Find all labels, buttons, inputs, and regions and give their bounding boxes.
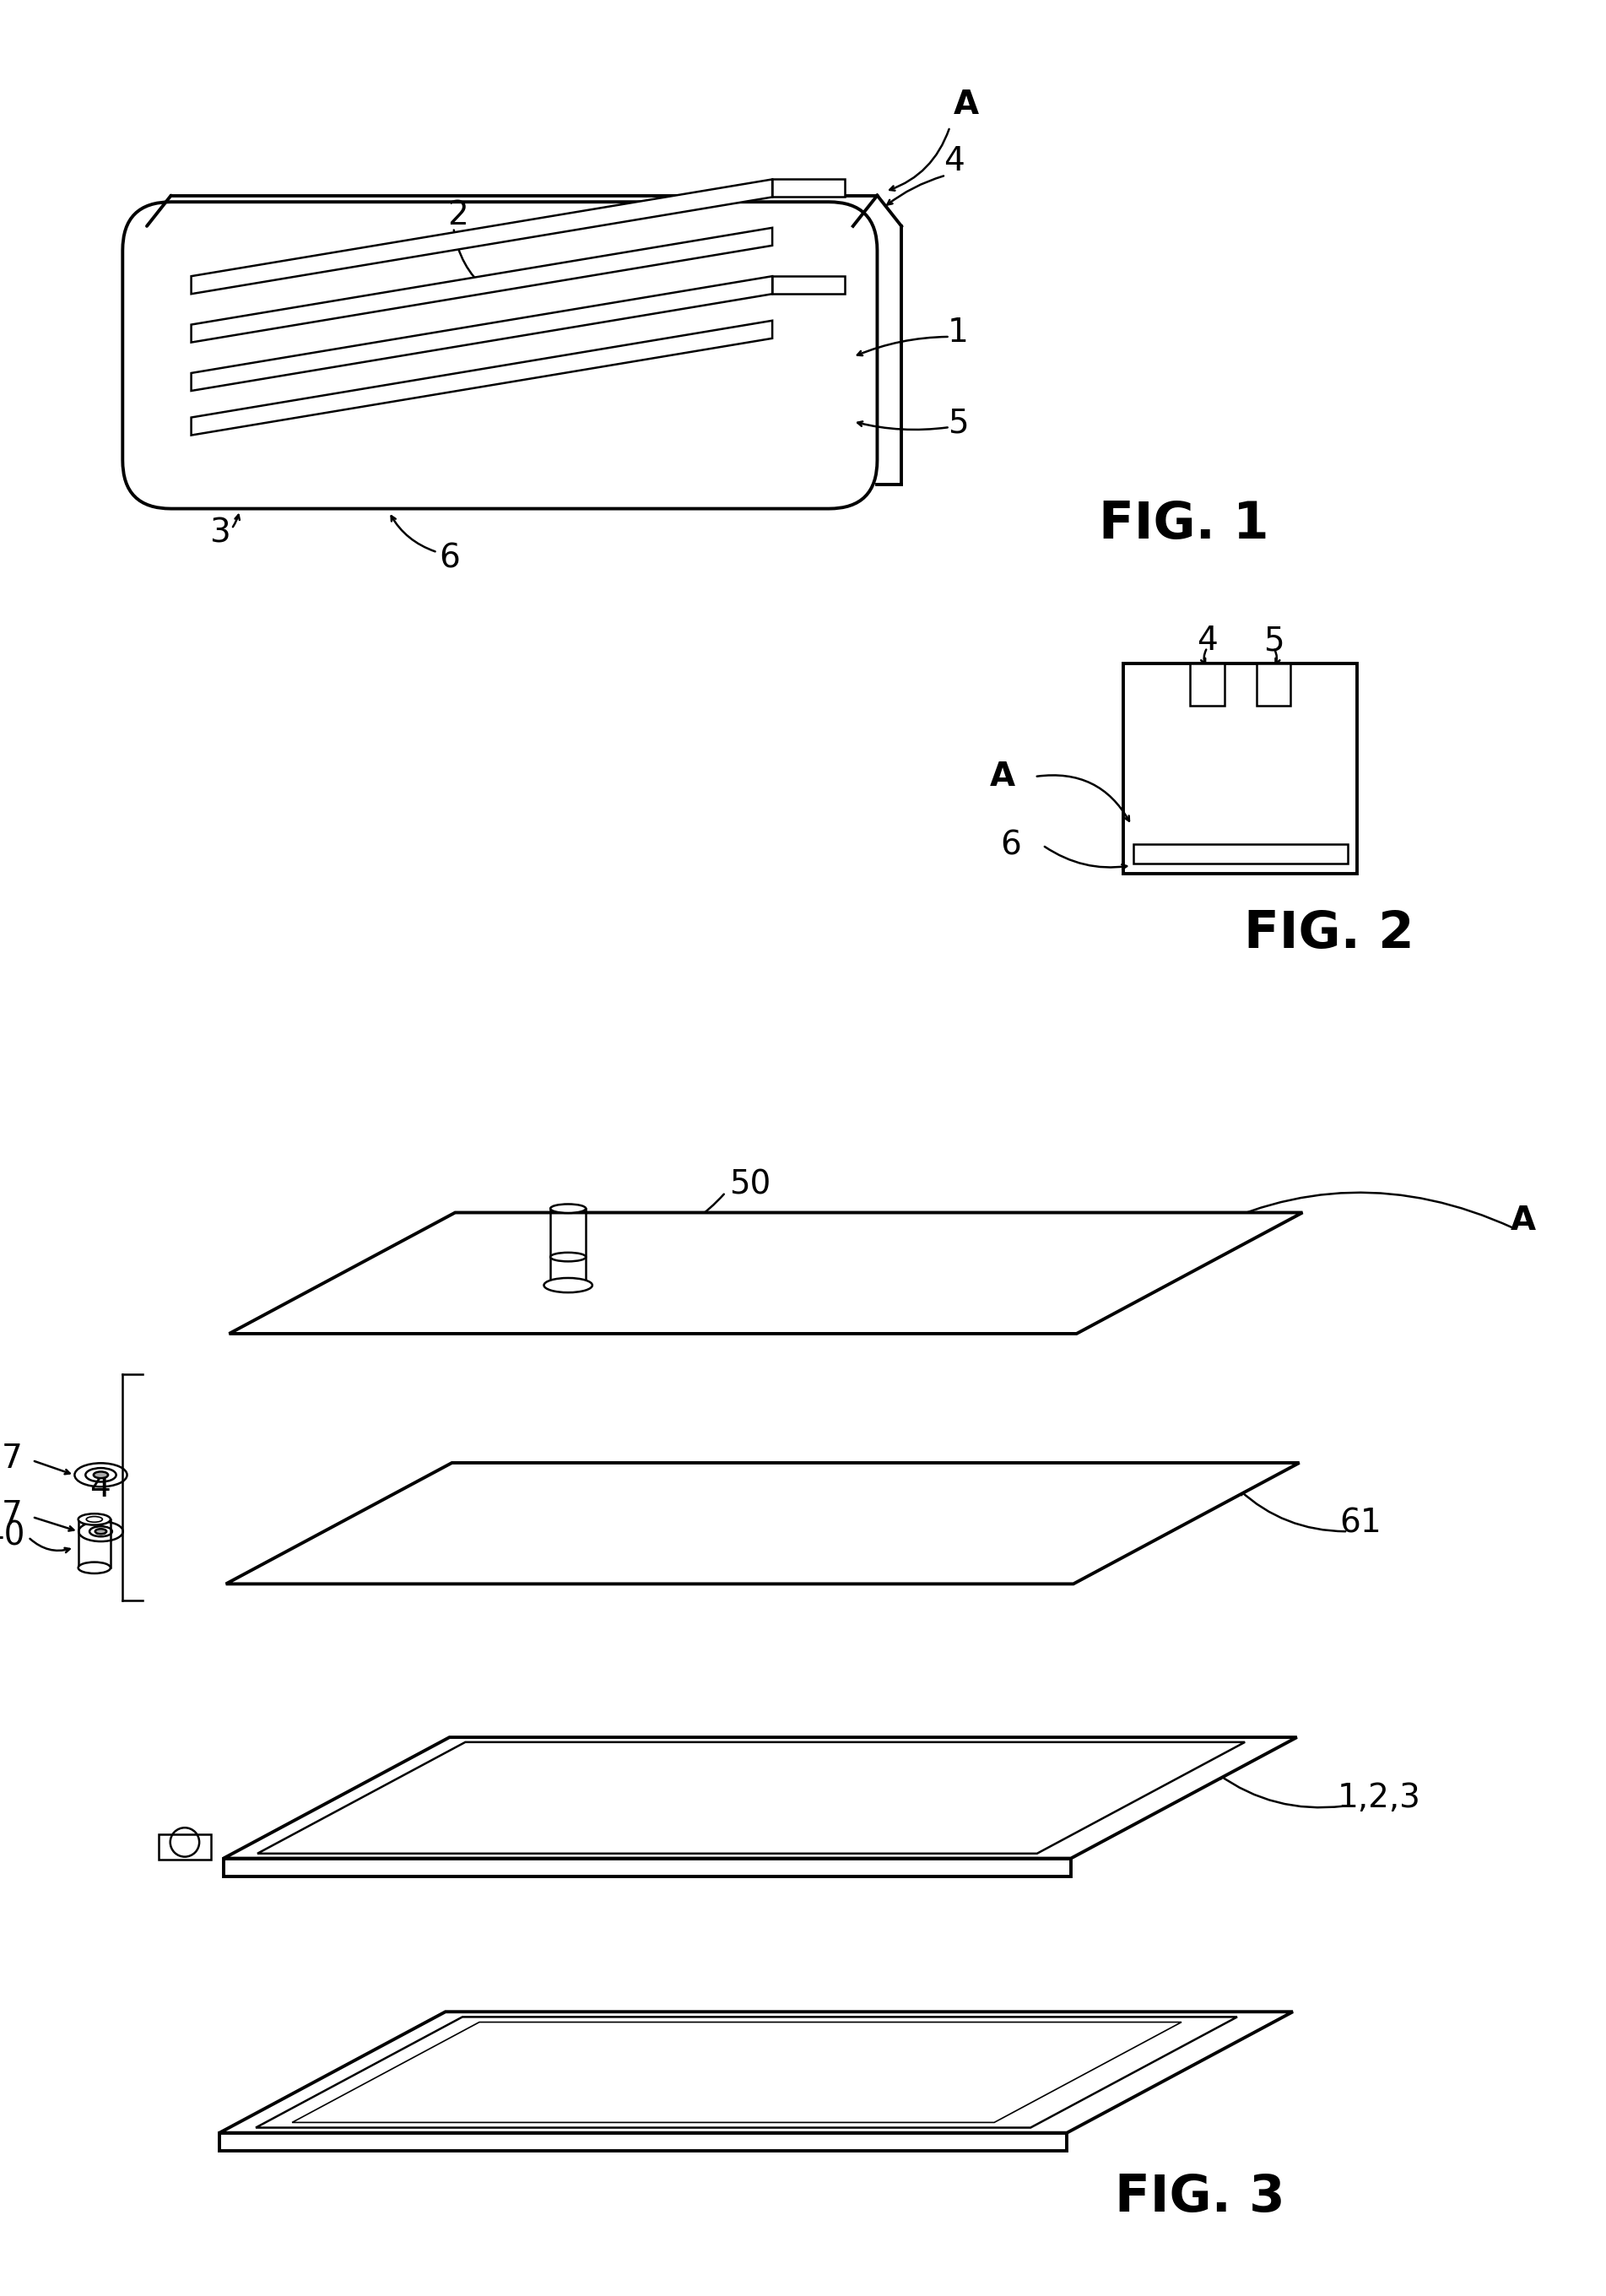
Text: 6: 6 [438, 542, 459, 574]
Polygon shape [230, 1212, 1302, 1334]
Bar [1190, 664, 1224, 705]
Text: 3: 3 [209, 517, 230, 549]
Text: FIG. 2: FIG. 2 [1245, 909, 1415, 960]
Polygon shape [220, 2011, 1293, 2133]
Text: 5: 5 [1262, 625, 1283, 657]
FancyBboxPatch shape [122, 202, 877, 510]
Bar [1256, 664, 1291, 705]
Text: 6: 6 [1001, 829, 1021, 861]
Text: 40: 40 [0, 1520, 24, 1552]
Text: 7: 7 [2, 1442, 22, 1474]
Bar [1123, 664, 1357, 872]
Ellipse shape [544, 1279, 593, 1293]
Polygon shape [223, 1857, 1071, 1876]
Text: 1,2,3: 1,2,3 [1338, 1782, 1421, 1814]
Ellipse shape [551, 1254, 586, 1261]
Polygon shape [772, 276, 845, 294]
Text: 2: 2 [446, 200, 467, 232]
Polygon shape [257, 1743, 1245, 1853]
Ellipse shape [95, 1529, 106, 1534]
Polygon shape [191, 179, 772, 294]
Ellipse shape [93, 1472, 108, 1479]
Bar [1134, 845, 1347, 863]
Text: FIG. 3: FIG. 3 [1115, 2172, 1285, 2223]
Bar [159, 1835, 212, 1860]
Polygon shape [226, 1463, 1299, 1584]
Text: 50: 50 [729, 1169, 771, 1201]
Text: 1: 1 [948, 317, 968, 349]
Text: A: A [989, 760, 1015, 792]
Ellipse shape [79, 1513, 111, 1525]
Polygon shape [255, 2016, 1237, 2128]
Polygon shape [220, 2133, 1066, 2151]
Polygon shape [223, 1738, 1298, 1857]
Text: 61: 61 [1339, 1508, 1381, 1538]
Text: A: A [954, 90, 978, 122]
Text: 4: 4 [1196, 625, 1217, 657]
Ellipse shape [79, 1561, 111, 1573]
Text: 60: 60 [821, 2080, 862, 2112]
Text: 7: 7 [2, 1499, 22, 1531]
Text: 4: 4 [943, 145, 964, 177]
Polygon shape [292, 2023, 1182, 2122]
Polygon shape [191, 321, 772, 436]
Polygon shape [191, 276, 772, 390]
Polygon shape [772, 179, 845, 197]
Text: 4: 4 [90, 1472, 111, 1504]
Ellipse shape [551, 1203, 586, 1212]
Text: FIG. 1: FIG. 1 [1099, 501, 1269, 549]
Text: 5: 5 [948, 406, 968, 439]
Text: A: A [1510, 1205, 1535, 1238]
Polygon shape [191, 227, 772, 342]
